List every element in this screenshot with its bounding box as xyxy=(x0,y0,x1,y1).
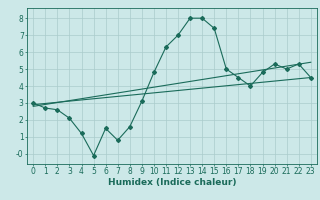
X-axis label: Humidex (Indice chaleur): Humidex (Indice chaleur) xyxy=(108,178,236,187)
